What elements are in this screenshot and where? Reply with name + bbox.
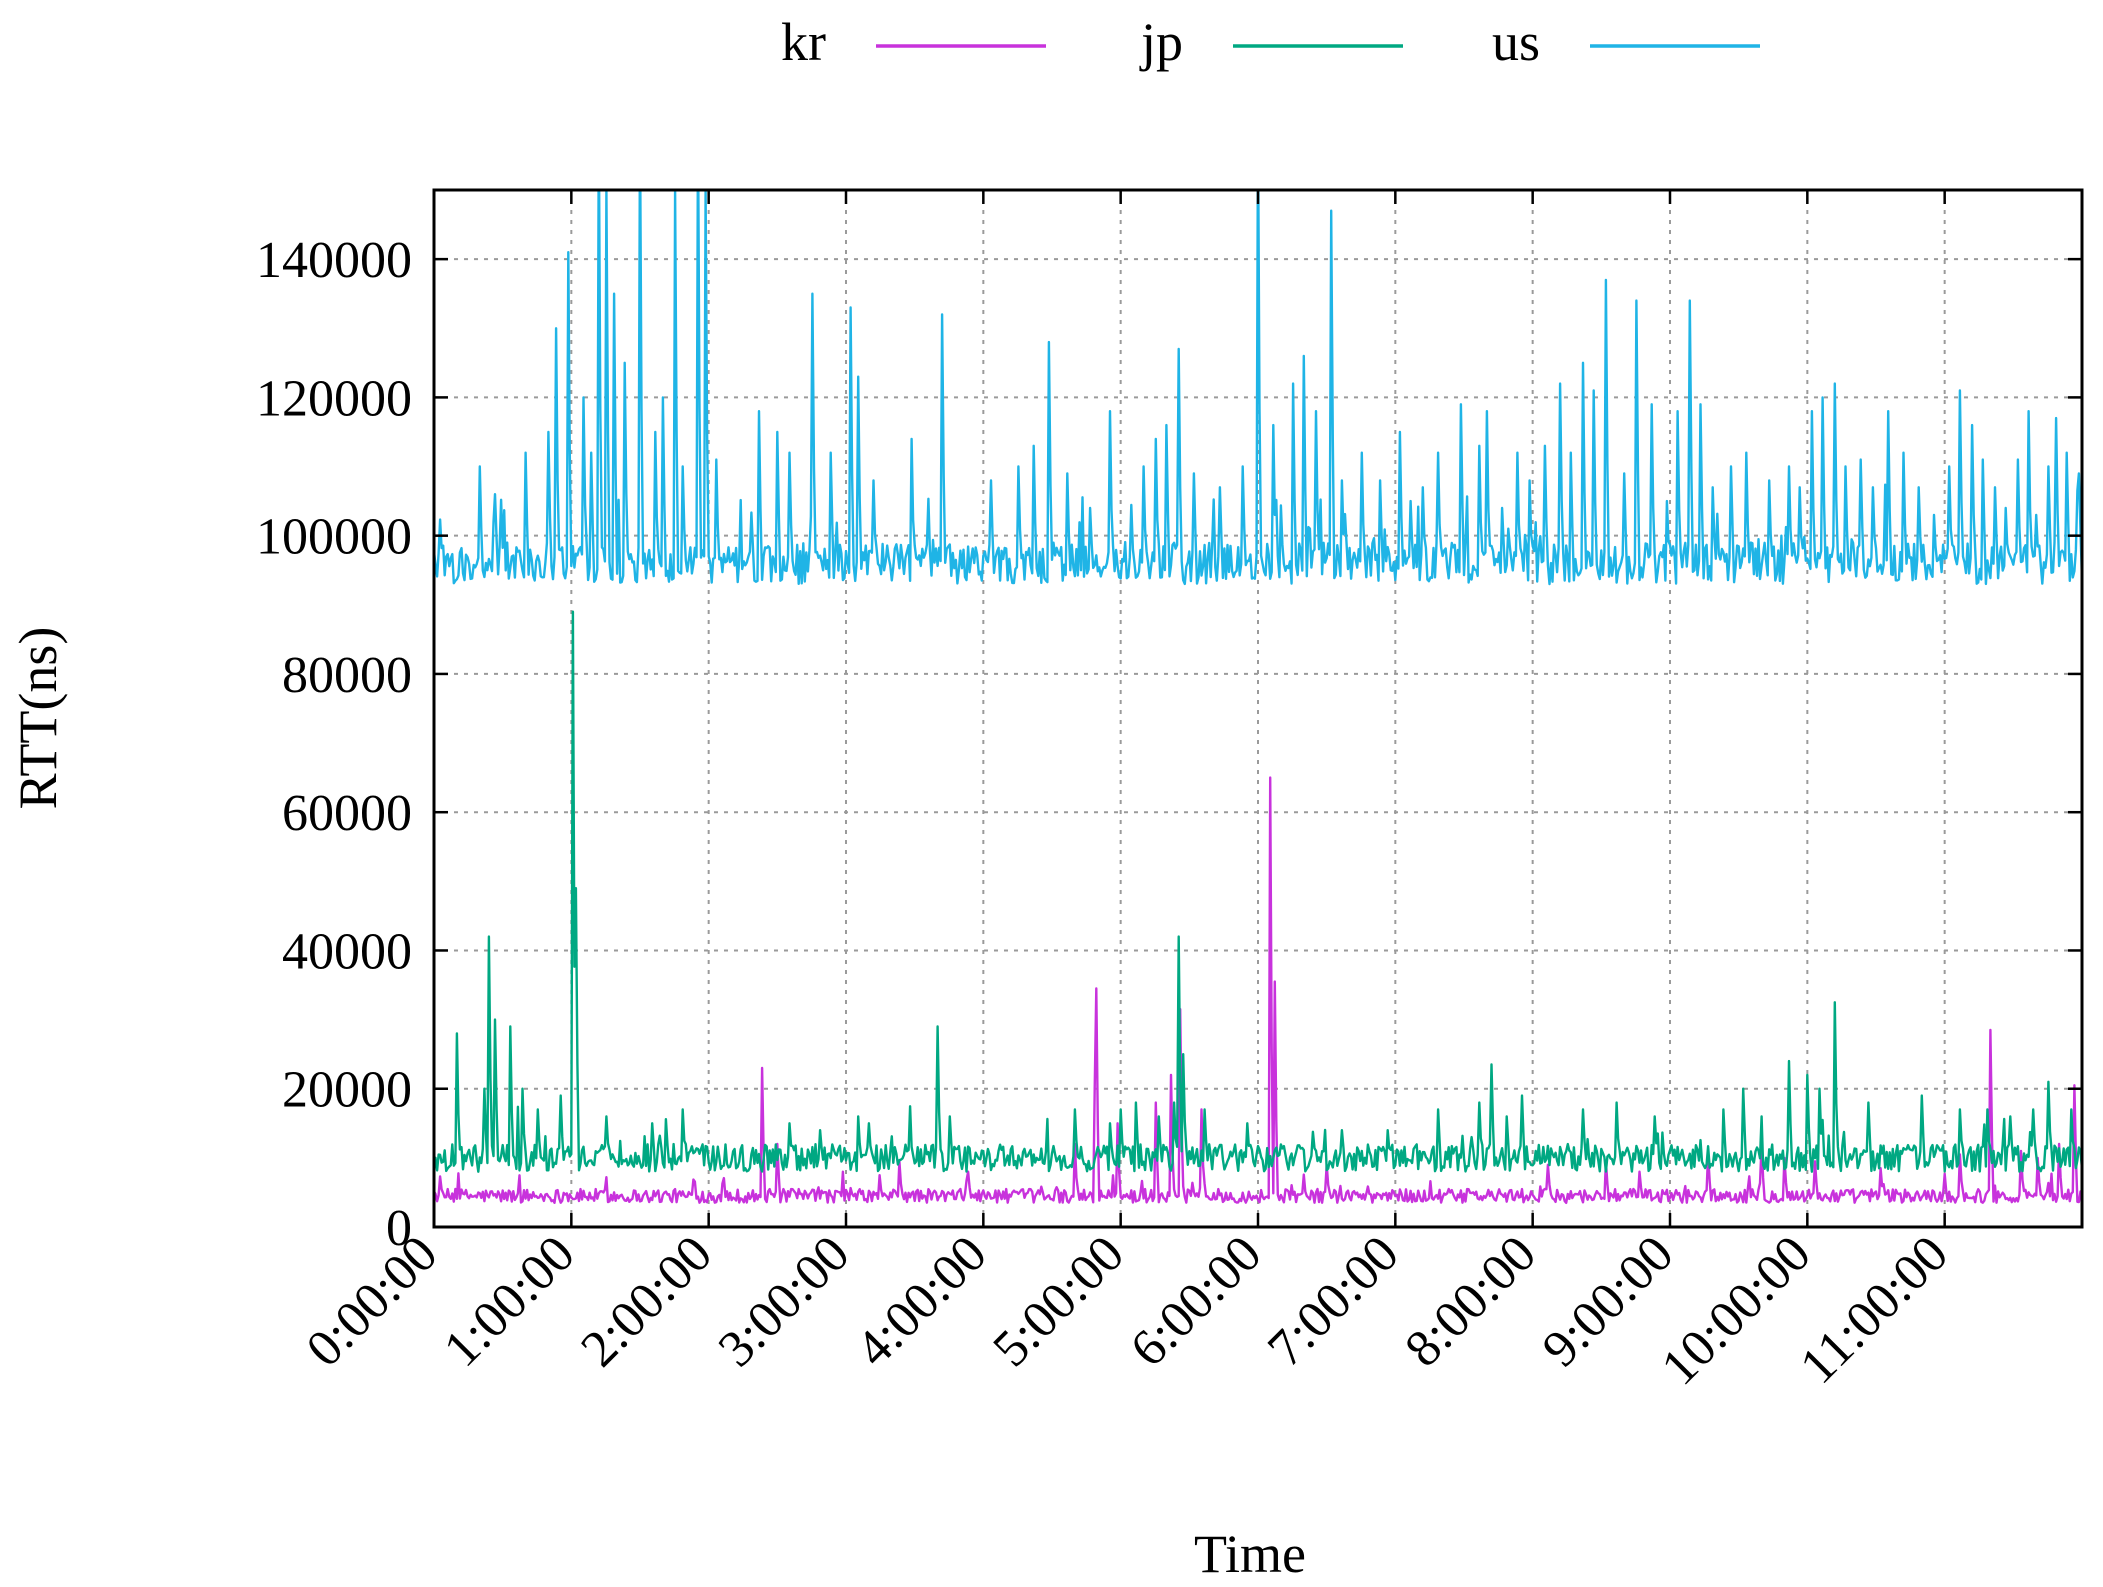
series-layer [434, 190, 2082, 1204]
y-tick-label: 80000 [282, 647, 412, 704]
y-tick-label: 120000 [256, 370, 412, 427]
y-tick-label: 100000 [256, 509, 412, 566]
x-axis-title: Time [1194, 1524, 1306, 1584]
y-tick-label: 60000 [282, 785, 412, 842]
legend: kr jp us [781, 12, 1760, 72]
tick-marks [432, 190, 2082, 1229]
series-line-kr [434, 776, 2082, 1204]
y-tick-label: 20000 [282, 1062, 412, 1119]
legend-item-us: us [1492, 12, 1760, 72]
legend-label: us [1492, 12, 1540, 72]
legend-label: jp [1139, 12, 1183, 72]
legend-label: kr [781, 12, 826, 72]
grid [434, 190, 2082, 1227]
series-line-us [434, 190, 2082, 586]
series-line-jp [434, 610, 2082, 1173]
legend-item-kr: kr [781, 12, 1046, 72]
y-tick-label: 140000 [256, 232, 412, 289]
y-tick-labels: 0 20000 40000 60000 80000 100000 120000 140000 [256, 232, 412, 1257]
y-tick-label: 40000 [282, 923, 412, 980]
y-tick-label: 0 [386, 1200, 412, 1257]
legend-item-jp: jp [1139, 12, 1403, 72]
y-axis-title: RTT(ns) [8, 627, 68, 810]
